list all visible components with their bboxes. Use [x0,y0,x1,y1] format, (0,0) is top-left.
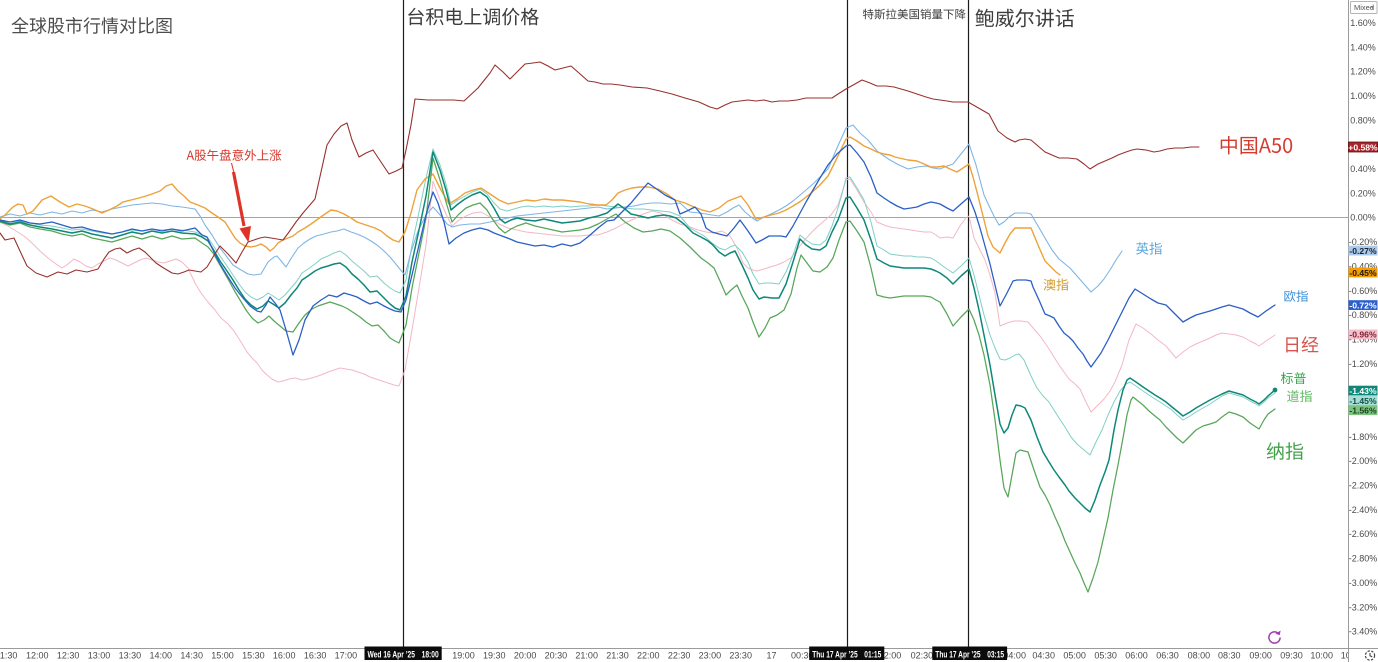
svg-text:-3.40%: -3.40% [1349,627,1378,637]
svg-text:04:00: 04:00 [1003,651,1026,661]
svg-text:-1.00%: -1.00% [1349,334,1378,344]
svg-text:13:30: 13:30 [119,651,142,661]
svg-text:12:00: 12:00 [26,651,49,661]
svg-text:22:30: 22:30 [668,651,691,661]
svg-text:-2.80%: -2.80% [1349,554,1378,564]
svg-text:02:00: 02:00 [879,651,902,661]
svg-text:-0.27%: -0.27% [1349,246,1377,256]
svg-text:-1.80%: -1.80% [1349,432,1378,442]
svg-text:06:30: 06:30 [1156,651,1179,661]
svg-text:17: 17 [766,651,776,661]
svg-text:-0.20%: -0.20% [1349,237,1378,247]
svg-text:0.00%: 0.00% [1350,213,1376,223]
svg-text:-1.20%: -1.20% [1349,359,1378,369]
svg-text:-2.40%: -2.40% [1349,505,1378,515]
svg-text:15:30: 15:30 [242,651,265,661]
svg-text:16:30: 16:30 [304,651,327,661]
svg-text:09:00: 09:00 [1249,651,1272,661]
svg-text:10:30: 10:30 [1341,651,1364,661]
svg-text:05:30: 05:30 [1094,651,1117,661]
svg-text:19:30: 19:30 [483,651,506,661]
svg-text:1.40%: 1.40% [1350,42,1376,52]
svg-text:23:00: 23:00 [699,651,722,661]
svg-text:13:00: 13:00 [88,651,111,661]
svg-text:12:30: 12:30 [57,651,80,661]
svg-text:05:00: 05:00 [1063,651,1086,661]
svg-text:09:30: 09:30 [1280,651,1303,661]
svg-text:20:00: 20:00 [514,651,537,661]
svg-text:-0.60%: -0.60% [1349,286,1378,296]
svg-text:1.20%: 1.20% [1350,67,1376,77]
svg-text:0.20%: 0.20% [1350,188,1376,198]
svg-text:-0.40%: -0.40% [1349,261,1378,271]
svg-text:-2.20%: -2.20% [1349,481,1378,491]
svg-text:14:00: 14:00 [150,651,173,661]
svg-text:21:30: 21:30 [606,651,629,661]
svg-text:08:30: 08:30 [1218,651,1241,661]
svg-text:-0.80%: -0.80% [1349,310,1378,320]
svg-text:06:00: 06:00 [1125,651,1148,661]
svg-text:1.00%: 1.00% [1350,91,1376,101]
svg-text:16:00: 16:00 [273,651,296,661]
svg-text:-3.00%: -3.00% [1349,578,1378,588]
svg-text:-1.56%: -1.56% [1349,406,1377,416]
svg-text:17:00: 17:00 [335,651,358,661]
svg-text:00:30: 00:30 [791,651,814,661]
svg-text:15:00: 15:00 [211,651,234,661]
svg-text:+0.58%: +0.58% [1348,142,1378,152]
svg-text:23:30: 23:30 [729,651,752,661]
svg-text:-0.96%: -0.96% [1349,330,1377,340]
svg-text:Wed 16 Apr ’25 18:00: Wed 16 Apr ’25 18:00 [368,649,439,659]
svg-text:22:00: 22:00 [637,651,660,661]
svg-text:21:00: 21:00 [575,651,598,661]
svg-text:0.80%: 0.80% [1350,115,1376,125]
svg-text:02:30: 02:30 [911,651,934,661]
svg-text:-2.00%: -2.00% [1349,456,1378,466]
svg-text:-0.72%: -0.72% [1349,300,1377,310]
svg-text:-2.60%: -2.60% [1349,529,1378,539]
svg-text:19:00: 19:00 [452,651,475,661]
svg-text:10:00: 10:00 [1310,651,1333,661]
svg-text:-1.45%: -1.45% [1349,396,1377,406]
svg-text:04:30: 04:30 [1032,651,1055,661]
svg-text:1.60%: 1.60% [1350,18,1376,28]
svg-text:Mixed: Mixed [1354,3,1374,12]
svg-text:08:00: 08:00 [1188,651,1211,661]
svg-text:Thu 17 Apr ’25 03:15: Thu 17 Apr ’25 03:15 [935,649,1004,659]
svg-text:-3.20%: -3.20% [1349,602,1378,612]
svg-text:-0.45%: -0.45% [1349,268,1377,278]
svg-text:20:30: 20:30 [545,651,568,661]
svg-text:-1.43%: -1.43% [1349,386,1377,396]
svg-text:14:30: 14:30 [180,651,203,661]
svg-text:Thu 17 Apr ’25 01:15: Thu 17 Apr ’25 01:15 [812,649,881,659]
svg-text:11:30: 11:30 [0,651,17,661]
svg-text:0.40%: 0.40% [1350,164,1376,174]
